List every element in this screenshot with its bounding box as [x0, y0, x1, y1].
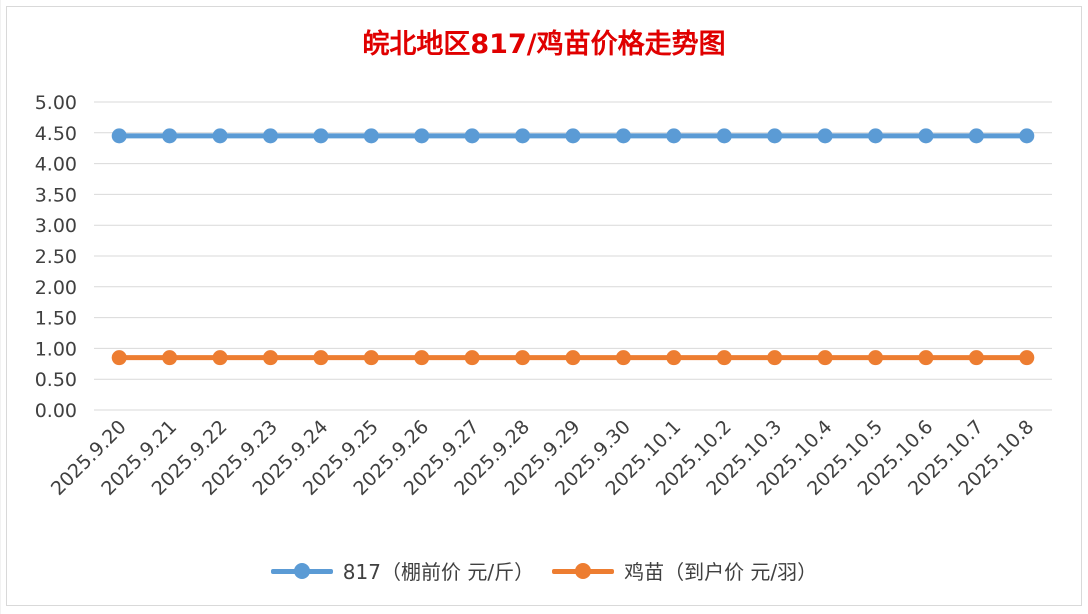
legend: 817（棚前价 元/斤） 鸡苗（到户价 元/羽） [0, 556, 1088, 585]
data-point [615, 128, 631, 144]
data-point [868, 350, 884, 366]
legend-swatch-chick [552, 559, 615, 583]
gridlines [94, 101, 1052, 411]
data-point [666, 350, 682, 366]
data-point [918, 350, 934, 366]
y-tick-label: 1.00 [35, 338, 77, 360]
data-point [414, 128, 430, 144]
data-point [565, 128, 581, 144]
data-point [666, 128, 682, 144]
data-point [212, 350, 228, 366]
data-point [918, 128, 934, 144]
data-point [565, 350, 581, 366]
data-point [817, 350, 833, 366]
data-point [212, 128, 228, 144]
data-point [515, 128, 531, 144]
data-point [313, 350, 329, 366]
y-tick-label: 4.50 [35, 123, 77, 145]
y-tick-label: 4.00 [35, 154, 77, 176]
data-point [464, 128, 480, 144]
data-point [262, 128, 278, 144]
data-point [716, 128, 732, 144]
data-point [868, 128, 884, 144]
data-point [1019, 128, 1035, 144]
series-1 [111, 350, 1035, 366]
y-tick-label: 3.00 [35, 215, 77, 237]
data-point [968, 350, 984, 366]
legend-label-chick: 鸡苗（到户价 元/羽） [624, 560, 818, 584]
data-point [162, 350, 178, 366]
legend-item-817: 817（棚前价 元/斤） [270, 556, 535, 585]
data-point [111, 350, 127, 366]
data-point [615, 350, 631, 366]
data-point [111, 128, 127, 144]
data-point [968, 128, 984, 144]
data-point [414, 350, 430, 366]
data-point [464, 350, 480, 366]
data-point [162, 128, 178, 144]
legend-label-817: 817（棚前价 元/斤） [342, 560, 535, 584]
y-tick-label: 1.50 [35, 308, 77, 330]
data-point [817, 128, 833, 144]
y-tick-label: 2.50 [35, 246, 77, 268]
y-tick-label: 5.00 [35, 92, 77, 114]
y-tick-label: 0.50 [35, 369, 77, 391]
legend-swatch-817 [270, 559, 333, 583]
y-tick-label: 3.50 [35, 184, 77, 206]
y-tick-label: 0.00 [35, 400, 77, 422]
data-point [515, 350, 531, 366]
data-point [1019, 350, 1035, 366]
data-point [262, 350, 278, 366]
chart-title: 皖北地区817/鸡苗价格走势图 [362, 29, 726, 60]
x-axis-tick-labels: 2025.9.202025.9.212025.9.222025.9.232025… [47, 416, 1039, 500]
y-tick-label: 2.00 [35, 277, 77, 299]
data-point [313, 128, 329, 144]
data-point [716, 350, 732, 366]
data-point [767, 350, 783, 366]
series-0 [111, 128, 1035, 144]
legend-item-chick: 鸡苗（到户价 元/羽） [552, 556, 817, 585]
chart-area[interactable] [6, 6, 1082, 606]
data-point [767, 128, 783, 144]
series-lines [111, 128, 1035, 366]
y-axis-tick-labels: 0.00 0.50 1.00 1.50 2.00 2.50 3.00 3.50 4.00 4.50… [35, 92, 77, 422]
data-point [363, 350, 379, 366]
data-point [363, 128, 379, 144]
